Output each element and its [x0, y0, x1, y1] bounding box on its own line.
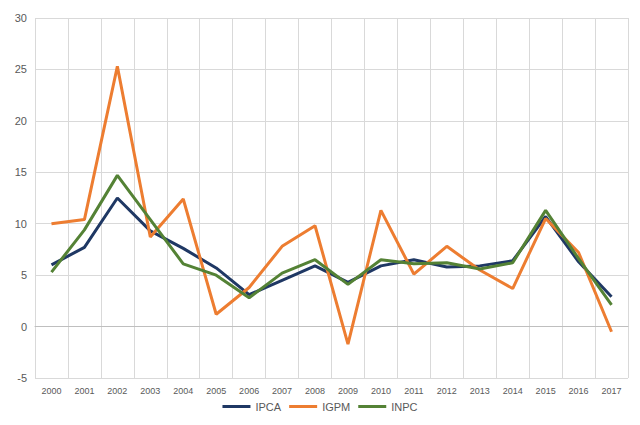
svg-text:0: 0 — [21, 321, 27, 333]
svg-text:2001: 2001 — [74, 386, 94, 396]
svg-text:2012: 2012 — [437, 386, 457, 396]
svg-text:2010: 2010 — [371, 386, 391, 396]
svg-text:2006: 2006 — [239, 386, 259, 396]
svg-text:2007: 2007 — [272, 386, 292, 396]
svg-text:2008: 2008 — [305, 386, 325, 396]
svg-text:15: 15 — [15, 166, 27, 178]
svg-text:2005: 2005 — [206, 386, 226, 396]
svg-text:2016: 2016 — [569, 386, 589, 396]
svg-text:2002: 2002 — [107, 386, 127, 396]
svg-text:-5: -5 — [17, 372, 27, 384]
svg-text:5: 5 — [21, 269, 27, 281]
svg-text:IGPM: IGPM — [322, 401, 350, 413]
svg-text:2017: 2017 — [602, 386, 622, 396]
svg-text:2011: 2011 — [404, 386, 423, 396]
svg-text:10: 10 — [15, 218, 27, 230]
svg-text:2014: 2014 — [503, 386, 523, 396]
svg-text:20: 20 — [15, 115, 27, 127]
svg-text:2003: 2003 — [140, 386, 160, 396]
svg-text:2013: 2013 — [470, 386, 490, 396]
svg-text:2000: 2000 — [41, 386, 61, 396]
svg-text:2009: 2009 — [338, 386, 358, 396]
svg-text:30: 30 — [15, 12, 27, 24]
svg-text:2015: 2015 — [536, 386, 556, 396]
svg-text:IPCA: IPCA — [255, 401, 281, 413]
svg-text:2004: 2004 — [173, 386, 193, 396]
svg-text:INPC: INPC — [391, 401, 417, 413]
svg-text:25: 25 — [15, 63, 27, 75]
